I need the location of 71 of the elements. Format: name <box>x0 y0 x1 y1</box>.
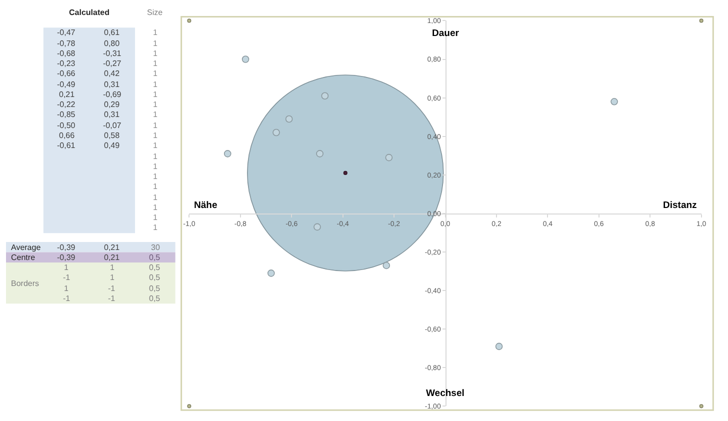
text: -0,85 <box>57 110 76 119</box>
text: 0,49 <box>104 141 120 150</box>
text: 1 <box>153 193 158 202</box>
text: 0,31 <box>104 110 120 119</box>
text: 1 <box>153 100 158 109</box>
text: 1 <box>110 263 114 272</box>
annotation: Nähe <box>194 200 218 211</box>
text: -0,50 <box>57 121 76 130</box>
text: 0,61 <box>104 28 120 37</box>
text: -0,68 <box>57 49 76 58</box>
text: -0,23 <box>57 59 76 68</box>
text: 1 <box>153 223 158 232</box>
category-label: Borders <box>11 279 40 288</box>
text: -1 <box>63 294 70 303</box>
text: 1 <box>153 182 158 191</box>
text: -0,07 <box>103 121 122 130</box>
text: -1 <box>63 273 70 282</box>
text: 0,5 <box>149 284 160 293</box>
text: 0,21 <box>104 243 120 252</box>
text: 1 <box>110 273 114 282</box>
text: -0,49 <box>57 80 76 89</box>
text: 1 <box>153 203 158 212</box>
category-label: Size <box>147 8 164 17</box>
text: -1 <box>108 284 116 293</box>
text: 1 <box>153 80 158 89</box>
text: -0,61 <box>57 141 76 150</box>
text: -0,66 <box>57 69 76 78</box>
category-label: Average <box>11 243 41 252</box>
text: 0,66 <box>59 131 75 140</box>
text: 0,42 <box>104 69 120 78</box>
text: 1 <box>64 284 68 293</box>
text: 0,21 <box>59 90 75 99</box>
text: 0,31 <box>104 80 120 89</box>
text: -0,39 <box>57 243 76 252</box>
text: 0,5 <box>149 253 160 262</box>
category-label: Calculated <box>69 8 110 17</box>
text: 0,5 <box>149 273 160 282</box>
text: -0,78 <box>57 39 76 48</box>
text: 0,5 <box>149 263 160 272</box>
annotation: Dauer <box>432 28 460 39</box>
text: 1 <box>64 263 68 272</box>
text: -0,22 <box>57 100 76 109</box>
text: 0,80 <box>104 39 120 48</box>
text: -0,47 <box>57 28 76 37</box>
text: 30 <box>151 243 160 252</box>
text: -0,69 <box>103 90 122 99</box>
text: 1 <box>153 69 158 78</box>
text: 1 <box>153 152 158 161</box>
text: 1 <box>153 110 158 119</box>
text: 1 <box>153 59 158 68</box>
text: -1 <box>108 294 116 303</box>
text: 0,58 <box>104 131 120 140</box>
text: 1 <box>153 141 158 150</box>
text: 1 <box>153 172 158 181</box>
text: -0,39 <box>57 253 76 262</box>
text: 1 <box>153 121 158 130</box>
text: 1 <box>153 213 158 222</box>
text: 1 <box>153 162 158 171</box>
text: 1 <box>153 49 158 58</box>
annotation: Wechsel <box>426 388 464 399</box>
category-label: Centre <box>11 253 36 262</box>
annotation: Distanz <box>663 200 698 211</box>
text: -0,31 <box>103 49 122 58</box>
text: -0,27 <box>103 59 122 68</box>
text: 0,21 <box>104 253 120 262</box>
text: 1 <box>153 39 158 48</box>
text: 0,29 <box>104 100 120 109</box>
text: 1 <box>153 131 158 140</box>
text: 1 <box>153 90 158 99</box>
text: 0,5 <box>149 294 160 303</box>
text: 1 <box>153 28 158 37</box>
